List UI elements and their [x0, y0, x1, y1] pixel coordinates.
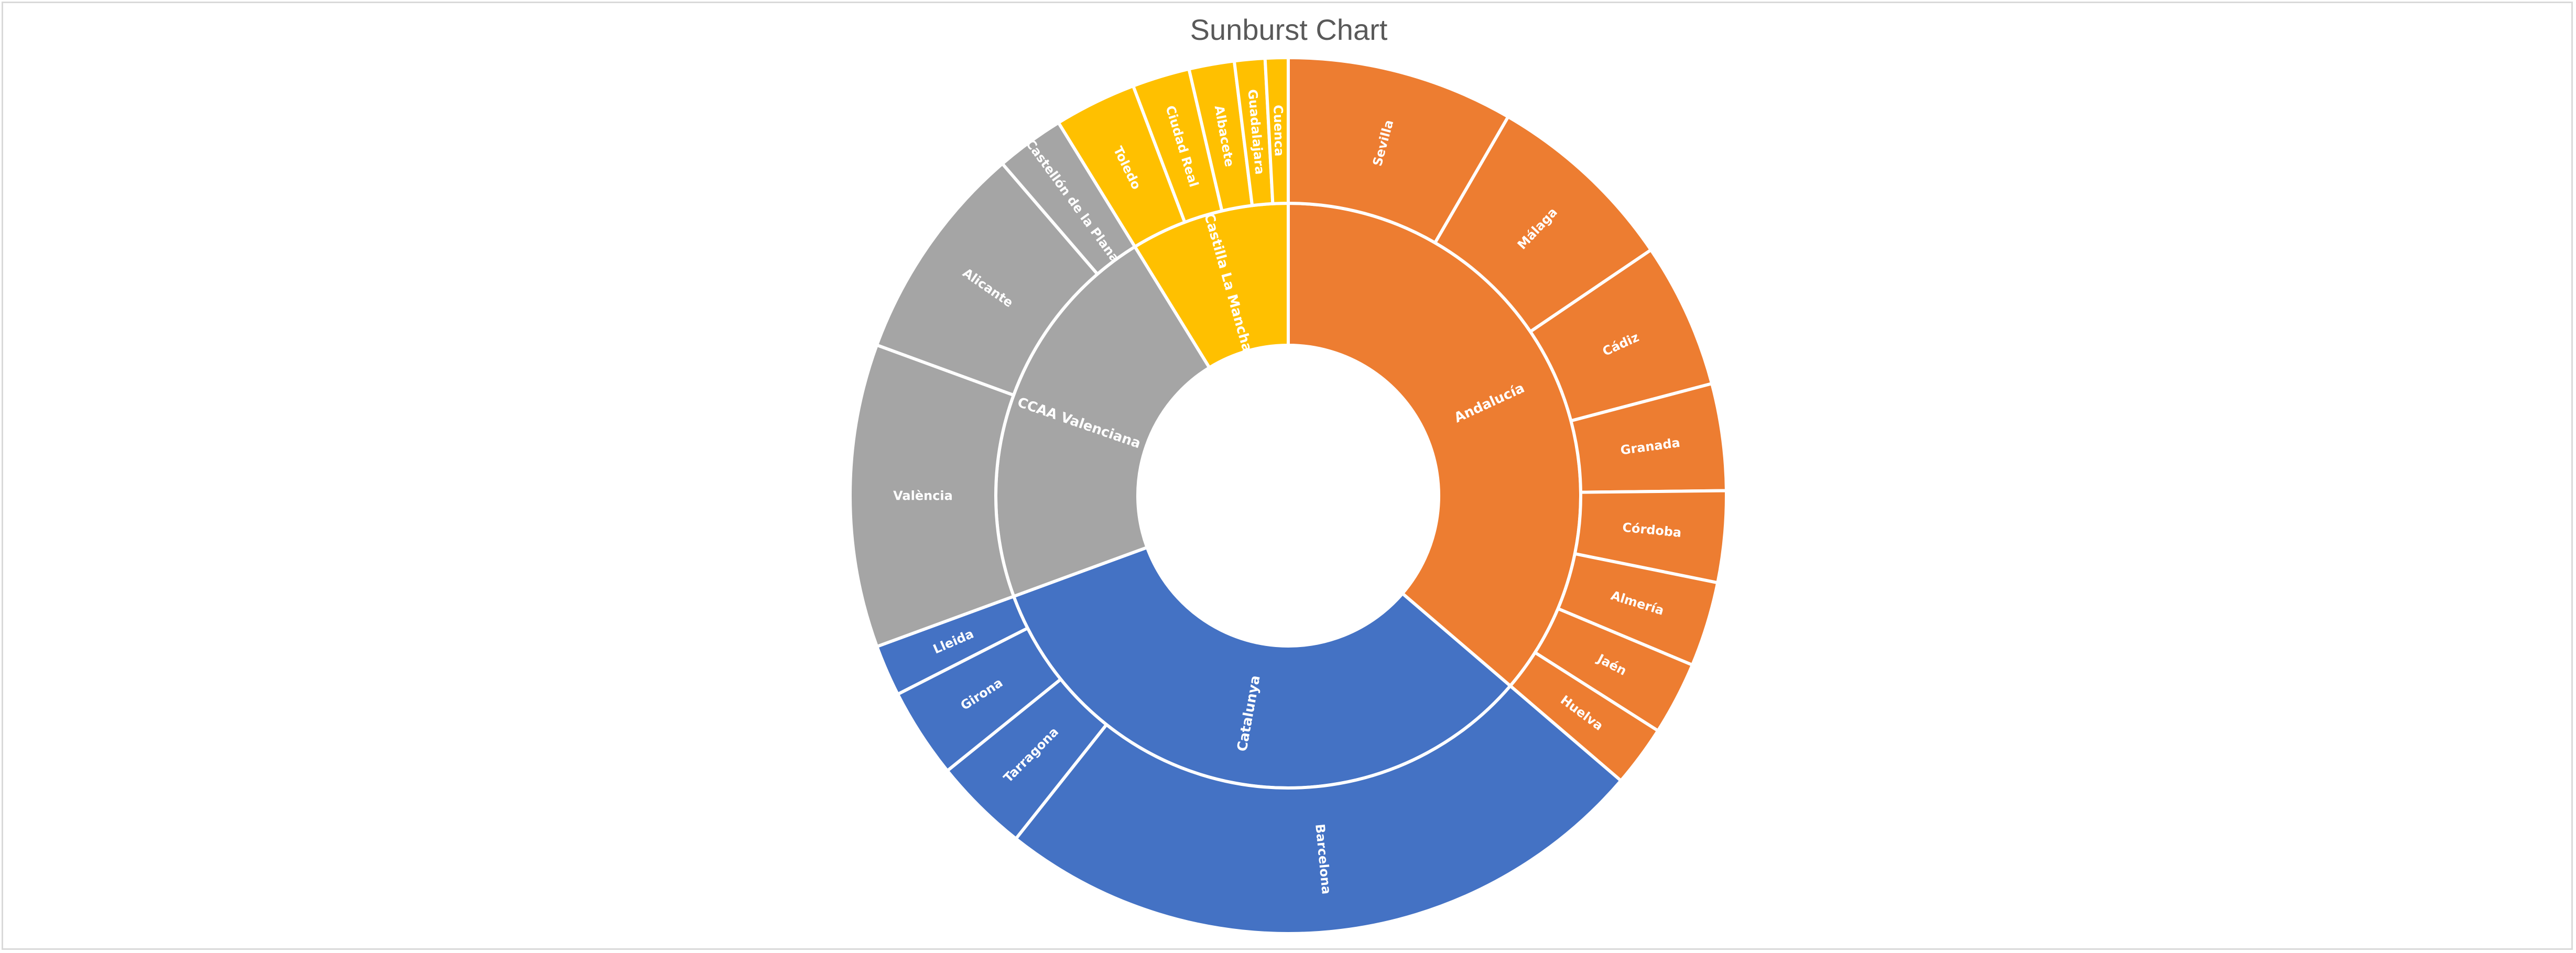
segment-valencia[interactable] — [849, 343, 1016, 649]
segment-barcelona[interactable] — [1014, 684, 1623, 935]
sunburst-segments — [849, 56, 1728, 935]
label-cuenca: Cuenca — [1270, 105, 1287, 157]
chart-title: Sunburst Chart — [1190, 13, 1388, 46]
segment-cuenca[interactable] — [1263, 56, 1290, 205]
label-valencia: València — [893, 488, 953, 503]
